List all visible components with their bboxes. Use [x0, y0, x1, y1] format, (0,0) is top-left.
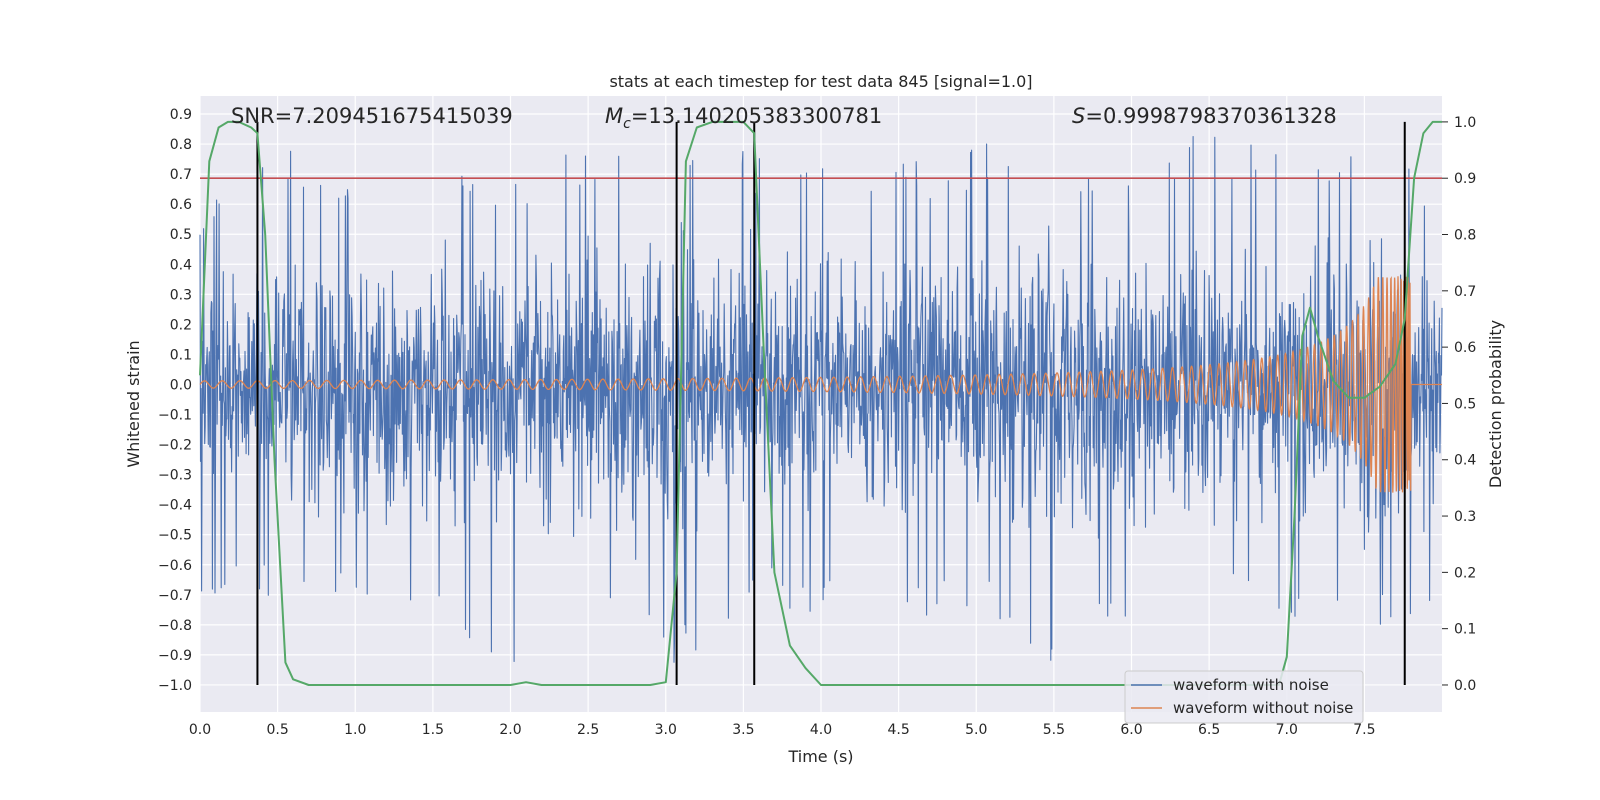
- x-tick-label: 0.0: [189, 722, 211, 738]
- y-tick-label: 0.3: [170, 287, 192, 303]
- y-tick-label: −0.5: [158, 528, 192, 544]
- chirp-mass-subscript: c: [623, 116, 631, 132]
- x-tick-label: 1.0: [344, 722, 366, 738]
- y2-tick-label: 0.2: [1454, 565, 1476, 581]
- y-tick-label: 0.2: [170, 317, 192, 333]
- y2-tick-label: 0.7: [1454, 284, 1476, 300]
- x-tick-label: 7.5: [1353, 722, 1375, 738]
- waveform-with-noise: [199, 136, 1443, 663]
- x-tick-label: 7.0: [1276, 722, 1298, 738]
- x-axis-label: Time (s): [787, 747, 853, 766]
- x-tick-label: 4.0: [810, 722, 832, 738]
- y-tick-label: −0.6: [158, 558, 192, 574]
- legend-label-clean: waveform without noise: [1173, 699, 1353, 717]
- x-tick-label: 2.0: [499, 722, 521, 738]
- y2-tick-label: 0.3: [1454, 509, 1476, 525]
- x-tick-label: 3.5: [732, 722, 754, 738]
- detection-probability: [199, 120, 1442, 686]
- y-tick-label: −0.1: [158, 408, 192, 424]
- y2-tick-label: 0.4: [1454, 453, 1476, 469]
- s-annotation: S=0.9998798370361328: [1072, 104, 1337, 128]
- y-tick-label: 0.9: [170, 107, 192, 123]
- y-tick-label: 0.5: [170, 227, 192, 243]
- y-tick-label: 0.6: [170, 197, 192, 213]
- x-tick-label: 6.0: [1120, 722, 1142, 738]
- noise-trace: [199, 136, 1443, 663]
- y-tick-label: −0.9: [158, 648, 192, 664]
- x-tick-label: 4.5: [887, 722, 909, 738]
- y-axis-label: Whitened strain: [124, 340, 143, 467]
- y2-tick-label: 0.5: [1454, 396, 1476, 412]
- y-tick-label: 0.0: [170, 377, 192, 393]
- x-tick-label: 2.5: [577, 722, 599, 738]
- y-tick-label: 0.7: [170, 167, 192, 183]
- x-tick-label: 5.0: [965, 722, 987, 738]
- y2-tick-label: 0.6: [1454, 340, 1476, 356]
- waveform-without-noise: [199, 275, 1442, 493]
- s-value: =0.9998798370361328: [1085, 104, 1336, 128]
- y-tick-label: −1.0: [158, 678, 192, 694]
- y-tick-label: 0.8: [170, 137, 192, 153]
- y2-tick-label: 0.8: [1454, 228, 1476, 244]
- y2-axis-label: Detection probability: [1486, 320, 1505, 488]
- legend-box: [1124, 670, 1364, 724]
- legend-label-noise: waveform with noise: [1173, 676, 1329, 694]
- x-tick-label: 6.5: [1198, 722, 1220, 738]
- chirp-mass-value: =13.140205383300781: [631, 104, 882, 128]
- y2-tick-label: 0.0: [1454, 678, 1476, 694]
- s-symbol: S: [1072, 104, 1085, 128]
- legend: waveform with noise waveform without noi…: [1124, 670, 1364, 724]
- y2-tick-label: 1.0: [1454, 115, 1476, 131]
- y2-tick-label: 0.1: [1454, 622, 1476, 638]
- y-axis-ticks: 0.9 0.8 0.7 0.6 0.5 0.4 0.3 0.2 0.1 0.0 −0.1 −0.2 −0…: [158, 107, 192, 694]
- y-tick-label: −0.4: [158, 498, 192, 514]
- x-axis-ticks: 0.0 0.5 1.0 1.5 2.0 2.5 3.0 3.5 4.0 4.5 5.0 5.5 6.0 6…: [189, 722, 1376, 738]
- y-tick-label: −0.2: [158, 438, 192, 454]
- y-tick-label: −0.8: [158, 618, 192, 634]
- chirp-trace: [199, 275, 1442, 493]
- probability-curve: [199, 120, 1442, 686]
- snr-annotation: SNR=7.209451675415039: [231, 104, 513, 128]
- y-tick-label: −0.7: [158, 588, 192, 604]
- vertical-markers: [256, 121, 1406, 685]
- chirp-mass-annotation: Mc=13.140205383300781: [605, 104, 882, 132]
- y-tick-label: −0.3: [158, 468, 192, 484]
- x-tick-label: 5.5: [1043, 722, 1065, 738]
- y-tick-label: 0.4: [170, 257, 192, 273]
- x-tick-label: 1.5: [422, 722, 444, 738]
- x-tick-label: 0.5: [266, 722, 288, 738]
- y2-axis-ticks: 1.0 0.9 0.8 0.7 0.6 0.5 0.4 0.3 0.2 0.1 0.0: [1442, 115, 1476, 694]
- y2-tick-label: 0.9: [1454, 171, 1476, 187]
- chart-title: stats at each timestep for test data 845…: [609, 72, 1032, 91]
- chirp-mass-symbol: M: [605, 104, 623, 128]
- y-tick-label: 0.1: [170, 347, 192, 363]
- x-tick-label: 3.0: [655, 722, 677, 738]
